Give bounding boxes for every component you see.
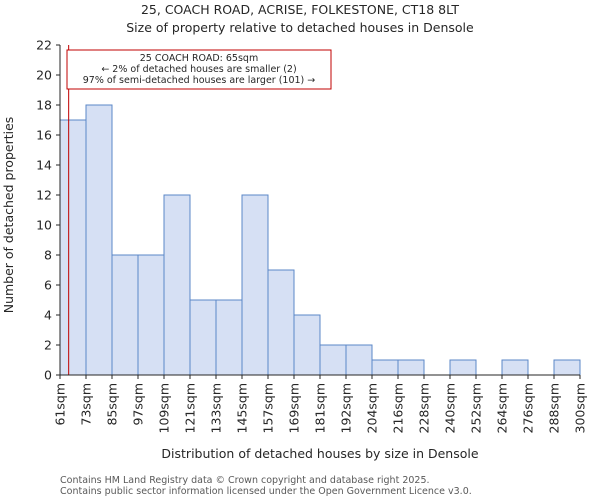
bar-97sqm (137, 254, 165, 376)
annotation-line-larger: 97% of semi-detached houses are larger (… (83, 75, 316, 86)
bar-264sqm (501, 359, 529, 376)
bars-group (59, 104, 581, 376)
y-axis-label: Number of detached properties (1, 117, 16, 314)
bar-109sqm (163, 194, 191, 376)
annotation-box: 25 COACH ROAD: 65sqm ← 2% of detached ho… (66, 49, 332, 90)
x-tick-label-276sqm: 276sqm (521, 383, 536, 433)
bar-192sqm (345, 344, 373, 376)
x-tick-label-97sqm: 97sqm (131, 383, 146, 426)
bar-216sqm (397, 359, 425, 376)
x-tick-label-228sqm: 228sqm (417, 383, 432, 433)
bar-288sqm (553, 359, 581, 376)
x-tick-label-240sqm: 240sqm (443, 383, 458, 433)
annotation-border (66, 49, 332, 90)
x-tick-label-73sqm: 73sqm (79, 383, 94, 426)
y-tick-label-16: 16 (36, 128, 52, 143)
y-tick-label-22: 22 (36, 38, 52, 53)
x-tick-label-192sqm: 192sqm (339, 383, 354, 433)
y-tick-label-14: 14 (36, 158, 52, 173)
y-tick-label-6: 6 (44, 278, 52, 293)
bar-121sqm (189, 299, 217, 376)
x-tick-label-288sqm: 288sqm (547, 383, 562, 433)
annotation-line-smaller: ← 2% of detached houses are smaller (2) (101, 64, 296, 75)
y-tick-label-20: 20 (36, 68, 52, 83)
bar-204sqm (371, 359, 399, 376)
chart-subtitle: Size of property relative to detached ho… (126, 20, 474, 35)
annotation-line-title: 25 COACH ROAD: 65sqm (140, 53, 258, 64)
bar-169sqm (293, 314, 321, 376)
footer-line-2: Contains public sector information licen… (60, 486, 472, 497)
x-tick-label-204sqm: 204sqm (365, 383, 380, 433)
x-tick-label-169sqm: 169sqm (287, 383, 302, 433)
x-tick-label-85sqm: 85sqm (105, 383, 120, 426)
x-axis-label: Distribution of detached houses by size … (161, 446, 478, 461)
x-tick-label-61sqm: 61sqm (53, 383, 68, 426)
bar-240sqm (449, 359, 477, 376)
y-tick-label-2: 2 (44, 338, 52, 353)
bar-145sqm (241, 194, 269, 376)
bar-157sqm (267, 269, 295, 376)
y-tick-label-12: 12 (36, 188, 52, 203)
x-tick-label-252sqm: 252sqm (469, 383, 484, 433)
x-tick-label-121sqm: 121sqm (183, 383, 198, 433)
bar-61sqm (59, 119, 87, 376)
footer-line-1: Contains HM Land Registry data © Crown c… (60, 475, 430, 486)
y-tick-label-18: 18 (36, 98, 52, 113)
x-ticks-group: 61sqm 73sqm 85sqm 97sqm 109sqm 121sqm 133sqm 14… (53, 375, 588, 433)
x-tick-label-133sqm: 133sqm (209, 383, 224, 433)
y-tick-label-8: 8 (44, 248, 52, 263)
bar-85sqm (111, 254, 139, 376)
x-tick-label-181sqm: 181sqm (313, 383, 328, 433)
y-ticks-group: 0 2 4 6 8 10 12 14 16 18 20 22 (36, 38, 60, 383)
x-tick-label-300sqm: 300sqm (573, 383, 588, 433)
x-tick-label-145sqm: 145sqm (235, 383, 250, 433)
bar-73sqm (85, 104, 113, 376)
bar-181sqm (319, 344, 347, 376)
x-tick-label-157sqm: 157sqm (261, 383, 276, 433)
chart-title: 25, COACH ROAD, ACRISE, FOLKESTONE, CT18… (141, 2, 459, 17)
x-tick-label-109sqm: 109sqm (157, 383, 172, 433)
bar-133sqm (215, 299, 243, 376)
y-tick-label-4: 4 (44, 308, 52, 323)
y-tick-label-10: 10 (36, 218, 52, 233)
x-tick-label-264sqm: 264sqm (495, 383, 510, 433)
y-tick-label-0: 0 (44, 368, 52, 383)
x-tick-label-216sqm: 216sqm (391, 383, 406, 433)
